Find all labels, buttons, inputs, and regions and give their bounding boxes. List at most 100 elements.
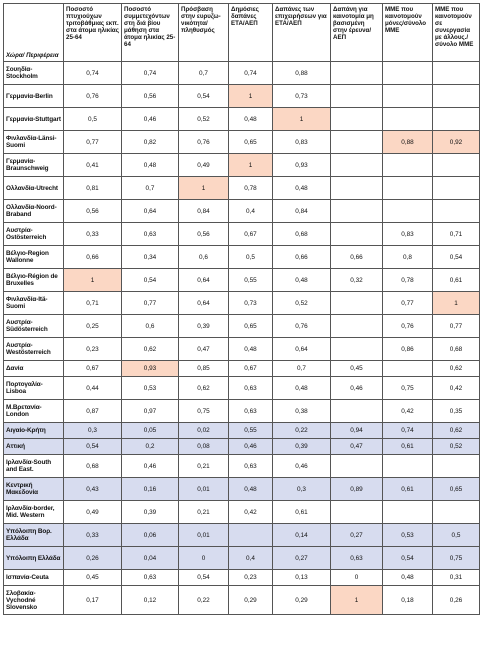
value-cell: 0,29: [272, 585, 331, 615]
value-cell: 0,65: [228, 314, 273, 338]
value-cell: 0,4: [228, 199, 273, 223]
value-cell: [432, 61, 480, 85]
value-cell: [330, 107, 383, 131]
value-cell: 0,71: [432, 222, 480, 246]
table-row: Ολλανδία-Utrecht 0,81 0,7 1 0,78 0,48: [3, 176, 480, 200]
value-cell: 0,52: [178, 107, 229, 131]
region-cell: Φινλανδία-Länsi-Suomi: [3, 130, 64, 154]
value-cell: 0,26: [63, 546, 122, 570]
value-cell: [432, 153, 480, 177]
region-cell: Πορτογαλία-Lisboa: [3, 376, 64, 400]
value-cell: 0,74: [228, 61, 273, 85]
value-cell: 0,64: [121, 199, 179, 223]
value-cell: 0,48: [228, 337, 273, 361]
table-row: Δανία 0,67 0,93 0,85 0,67 0,7 0,45 0,62: [3, 360, 480, 377]
value-cell: 0,66: [272, 245, 331, 269]
value-cell: [330, 291, 383, 315]
value-cell: 0,46: [121, 454, 179, 478]
region-cell: Αυστρία-Westösterreich: [3, 337, 64, 361]
region-cell: Ολλανδία-Utrecht: [3, 176, 64, 200]
value-cell: 1: [330, 585, 383, 615]
value-cell: 0,84: [178, 199, 229, 223]
region-cell: Αττική: [3, 438, 64, 455]
value-cell: [330, 84, 383, 108]
value-cell: [432, 454, 480, 478]
value-cell: 0,67: [228, 222, 273, 246]
value-cell: 0,66: [330, 245, 383, 269]
value-cell: 0,85: [178, 360, 229, 377]
value-cell: 0,63: [121, 222, 179, 246]
header-tertiary-education: Ποσοστό πτυχιούχων τριτοβάθμιας εκπ. στα…: [63, 3, 122, 62]
value-cell: 0,83: [382, 222, 433, 246]
value-cell: 0,56: [121, 84, 179, 108]
value-cell: 0,02: [178, 422, 229, 439]
value-cell: 0,13: [272, 569, 331, 586]
value-cell: [330, 337, 383, 361]
region-cell: Κεντρική Μακεδονία: [3, 477, 64, 501]
value-cell: 0,46: [228, 438, 273, 455]
value-cell: 0,63: [330, 546, 383, 570]
value-cell: 0,48: [272, 176, 331, 200]
value-cell: 0,49: [178, 153, 229, 177]
value-cell: 0,84: [272, 199, 331, 223]
value-cell: 0,42: [382, 399, 433, 423]
region-cell: Αυστρία-Ostösterreich: [3, 222, 64, 246]
header-lifelong-learning: Ποσοστό συμμετεχόντων στη διά βίου μάθησ…: [121, 3, 179, 62]
value-cell: 0,47: [330, 438, 383, 455]
value-cell: 0,97: [121, 399, 179, 423]
value-cell: 0,06: [121, 523, 179, 547]
value-cell: 0,62: [121, 337, 179, 361]
region-cell: Φινλανδία-Itä-Suomi: [3, 291, 64, 315]
value-cell: 0,54: [63, 438, 122, 455]
value-cell: 0,3: [272, 477, 331, 501]
value-cell: 0,48: [272, 268, 331, 292]
table-row: Ολλανδία-Noord-Braband 0,56 0,64 0,84 0,4 0,8…: [3, 199, 480, 223]
value-cell: 0,27: [272, 546, 331, 570]
value-cell: 0,63: [228, 376, 273, 400]
value-cell: 0,64: [178, 268, 229, 292]
value-cell: 0,41: [63, 153, 122, 177]
region-cell: Αιγαίο-Κρήτη: [3, 422, 64, 439]
table-row: Σουηδία-Stockholm 0,74 0,74 0,7 0,74 0,88: [3, 61, 480, 85]
table-row: Σλοβακία-Vychodné Slovensko 0,17 0,12 0,22 0…: [3, 585, 480, 615]
value-cell: [432, 199, 480, 223]
value-cell: 0,43: [63, 477, 122, 501]
region-cell: Ιρλανδία-South and East.: [3, 454, 64, 478]
value-cell: [228, 523, 273, 547]
value-cell: 1: [63, 268, 122, 292]
value-cell: 0,89: [330, 477, 383, 501]
value-cell: 0,05: [121, 422, 179, 439]
value-cell: [330, 399, 383, 423]
value-cell: 0,3: [63, 422, 122, 439]
value-cell: 0,68: [432, 337, 480, 361]
value-cell: [432, 107, 480, 131]
value-cell: 0,44: [63, 376, 122, 400]
value-cell: 1: [228, 153, 273, 177]
value-cell: 0,94: [330, 422, 383, 439]
value-cell: 0,56: [178, 222, 229, 246]
value-cell: [382, 153, 433, 177]
table-row: Αττική 0,54 0,2 0,08 0,46 0,39 0,47 0,61 0,52: [3, 438, 480, 455]
table-row: Υπόλοιπη Ελλάδα 0,26 0,04 0 0,4 0,27 0,63 0,54 0…: [3, 546, 480, 570]
value-cell: 0: [330, 569, 383, 586]
value-cell: 0,53: [382, 523, 433, 547]
value-cell: 0,5: [432, 523, 480, 547]
value-cell: 0,67: [228, 360, 273, 377]
value-cell: 0,38: [272, 399, 331, 423]
value-cell: 0,42: [432, 376, 480, 400]
region-cell: Γερμανία-Berlin: [3, 84, 64, 108]
region-cell: Γερμανία-Braunschweig: [3, 153, 64, 177]
value-cell: 0,5: [228, 245, 273, 269]
table-row: Αυστρία-Südösterreich 0,25 0,6 0,39 0,65 0,76…: [3, 314, 480, 338]
value-cell: 0,48: [228, 477, 273, 501]
header-public-rd: Δημόσιες δαπάνες ΕΤΑ/ΑΕΠ: [228, 3, 273, 62]
value-cell: 0,74: [63, 61, 122, 85]
value-cell: 0,61: [272, 500, 331, 524]
region-cell: Σουηδία-Stockholm: [3, 61, 64, 85]
value-cell: 0,21: [178, 454, 229, 478]
value-cell: 0,73: [272, 84, 331, 108]
value-cell: 0,63: [228, 454, 273, 478]
value-cell: 0,64: [178, 291, 229, 315]
table-row: Βέλγιο-Region Wallonne 0,66 0,34 0,6 0,5 0,66…: [3, 245, 480, 269]
header-region: Χώρα/ Περιφέρεια: [3, 3, 64, 62]
